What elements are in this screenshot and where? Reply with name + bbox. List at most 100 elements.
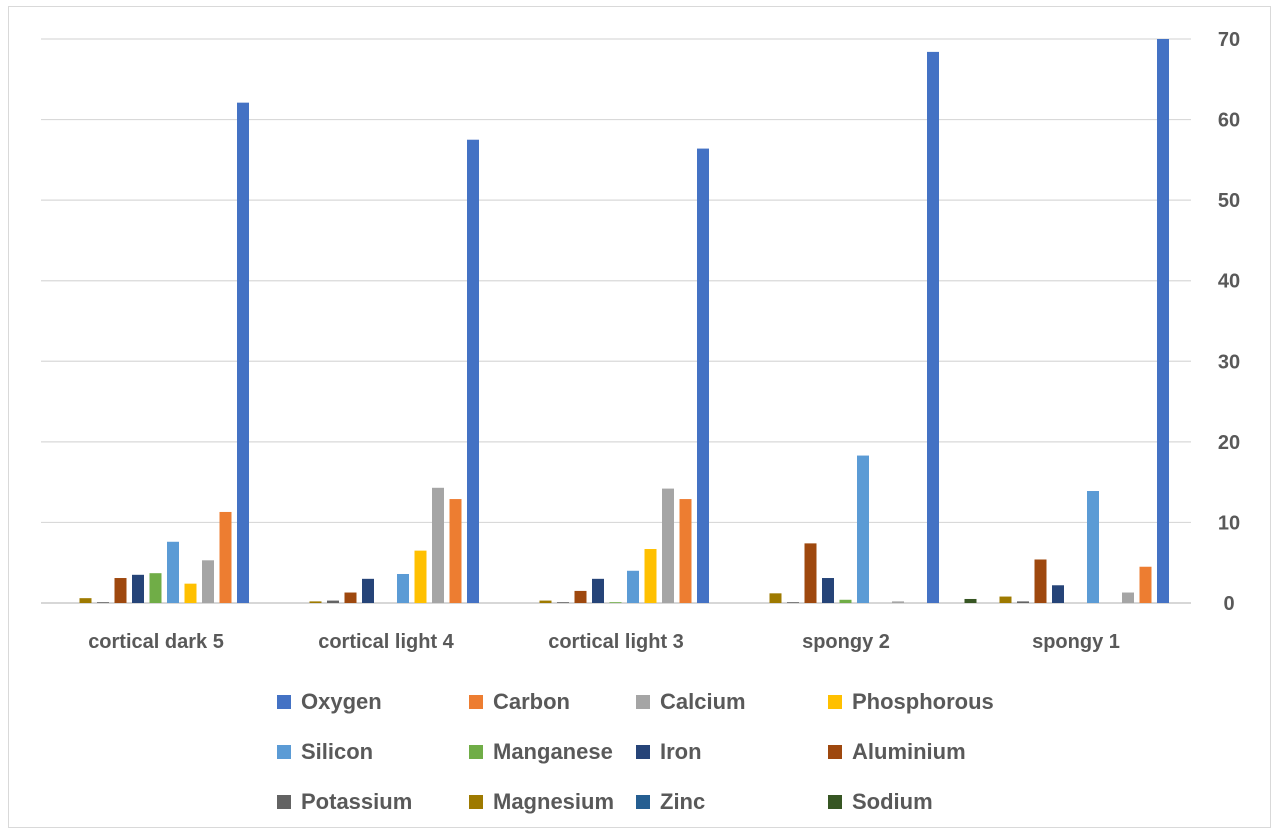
legend-label: Sodium — [852, 789, 933, 814]
legend-item-magnesium: Magnesium — [469, 787, 636, 817]
bar-phosphorous — [644, 549, 657, 603]
legend-label: Aluminium — [852, 739, 966, 764]
x-category-label: cortical dark 5 — [88, 631, 224, 653]
bar-iron — [362, 578, 374, 603]
bar-phosphorous — [414, 550, 427, 603]
legend-label: Manganese — [493, 739, 613, 764]
bar-magnesium — [769, 593, 782, 603]
bar-aluminium — [344, 592, 357, 603]
legend-swatch — [469, 795, 483, 809]
bar-silicon — [1087, 491, 1099, 603]
legend-label: Zinc — [660, 789, 706, 814]
y-tick-label: 30 — [1218, 351, 1240, 373]
legend-swatch — [636, 795, 650, 809]
x-category-label: spongy 2 — [802, 631, 890, 653]
bar-magnesium — [79, 598, 92, 603]
bar-aluminium — [574, 590, 587, 603]
bar-magnesium — [999, 596, 1012, 603]
bar-oxygen — [1157, 39, 1169, 603]
bar-oxygen — [237, 102, 249, 603]
legend-swatch — [636, 745, 650, 759]
y-tick-label: 70 — [1218, 29, 1240, 51]
chart-frame: 0 10 20 30 40 50 60 70 cortical dark 5 cortical … — [8, 6, 1271, 828]
legend-item-carbon: Carbon — [469, 687, 636, 717]
y-tick-label: 40 — [1218, 271, 1240, 293]
bar-potassium — [97, 602, 109, 603]
legend-swatch — [828, 795, 842, 809]
bar-calcium — [892, 601, 904, 603]
legend-swatch — [636, 695, 650, 709]
bar-oxygen — [927, 51, 939, 604]
y-tick-label: 20 — [1218, 432, 1240, 454]
bar-manganese — [609, 602, 622, 603]
bar-calcium — [432, 487, 444, 603]
bar-potassium — [1017, 601, 1029, 603]
bar-silicon — [397, 573, 409, 603]
bar-aluminium — [114, 578, 127, 603]
legend-item-phosphorous: Phosphorous — [828, 687, 1048, 717]
bar-silicon — [167, 541, 179, 603]
bar-sodium — [964, 598, 977, 603]
bar-iron — [132, 574, 144, 603]
x-category-label: cortical light 3 — [548, 631, 684, 653]
bar-manganese — [839, 599, 852, 603]
bar-iron — [1052, 585, 1064, 603]
bar-iron — [592, 578, 604, 603]
bar-calcium — [1122, 592, 1134, 603]
legend-swatch — [828, 745, 842, 759]
bar-oxygen — [697, 148, 709, 603]
y-tick-label: 60 — [1218, 110, 1240, 132]
legend-swatch — [828, 695, 842, 709]
bar-potassium — [787, 602, 799, 603]
bar-carbon — [449, 499, 462, 603]
x-axis-category-labels: cortical dark 5 cortical light 4 cortical … — [88, 631, 1120, 653]
bar-oxygen — [467, 139, 479, 603]
bar-carbon — [1139, 566, 1152, 603]
legend-item-aluminium: Aluminium — [828, 737, 1048, 767]
legend-item-silicon: Silicon — [277, 737, 469, 767]
legend-label: Oxygen — [301, 689, 382, 714]
bar-magnesium — [539, 600, 552, 603]
legend-item-oxygen: Oxygen — [277, 687, 469, 717]
legend-label: Carbon — [493, 689, 570, 714]
legend-swatch — [469, 745, 483, 759]
bar-manganese — [149, 573, 162, 603]
bar-calcium — [202, 560, 214, 603]
bar-phosphorous — [184, 583, 197, 603]
y-tick-label: 10 — [1218, 512, 1240, 534]
y-axis-tick-labels: 0 10 20 30 40 50 60 70 — [1218, 29, 1240, 615]
bars — [79, 39, 1169, 604]
legend: Oxygen Carbon Calcium Phosphorous Silicon Man… — [277, 687, 1077, 817]
legend-item-iron: Iron — [636, 737, 828, 767]
gridlines — [41, 38, 1191, 604]
legend-label: Phosphorous — [852, 689, 994, 714]
legend-swatch — [469, 695, 483, 709]
legend-label: Calcium — [660, 689, 746, 714]
bar-magnesium — [309, 601, 322, 603]
bar-calcium — [662, 488, 674, 603]
bar-potassium — [327, 600, 339, 603]
legend-item-zinc: Zinc — [636, 787, 828, 817]
bar-carbon — [219, 511, 232, 603]
bar-silicon — [627, 570, 639, 603]
y-tick-label: 50 — [1218, 190, 1240, 212]
legend-item-sodium: Sodium — [828, 787, 1048, 817]
legend-swatch — [277, 795, 291, 809]
bar-iron — [822, 578, 834, 603]
legend-label: Silicon — [301, 739, 374, 764]
bar-potassium — [557, 602, 569, 603]
bar-aluminium — [804, 543, 817, 603]
legend-item-calcium: Calcium — [636, 687, 828, 717]
legend-item-potassium: Potassium — [277, 787, 469, 817]
legend-swatch — [277, 695, 291, 709]
legend-item-manganese: Manganese — [469, 737, 636, 767]
y-tick-label: 0 — [1223, 593, 1234, 615]
legend-label: Potassium — [301, 789, 413, 814]
legend-label: Iron — [660, 739, 702, 764]
legend-label: Magnesium — [493, 789, 615, 814]
legend-swatch — [277, 745, 291, 759]
x-category-label: spongy 1 — [1032, 631, 1120, 653]
bar-silicon — [857, 455, 869, 603]
x-category-label: cortical light 4 — [318, 631, 454, 653]
